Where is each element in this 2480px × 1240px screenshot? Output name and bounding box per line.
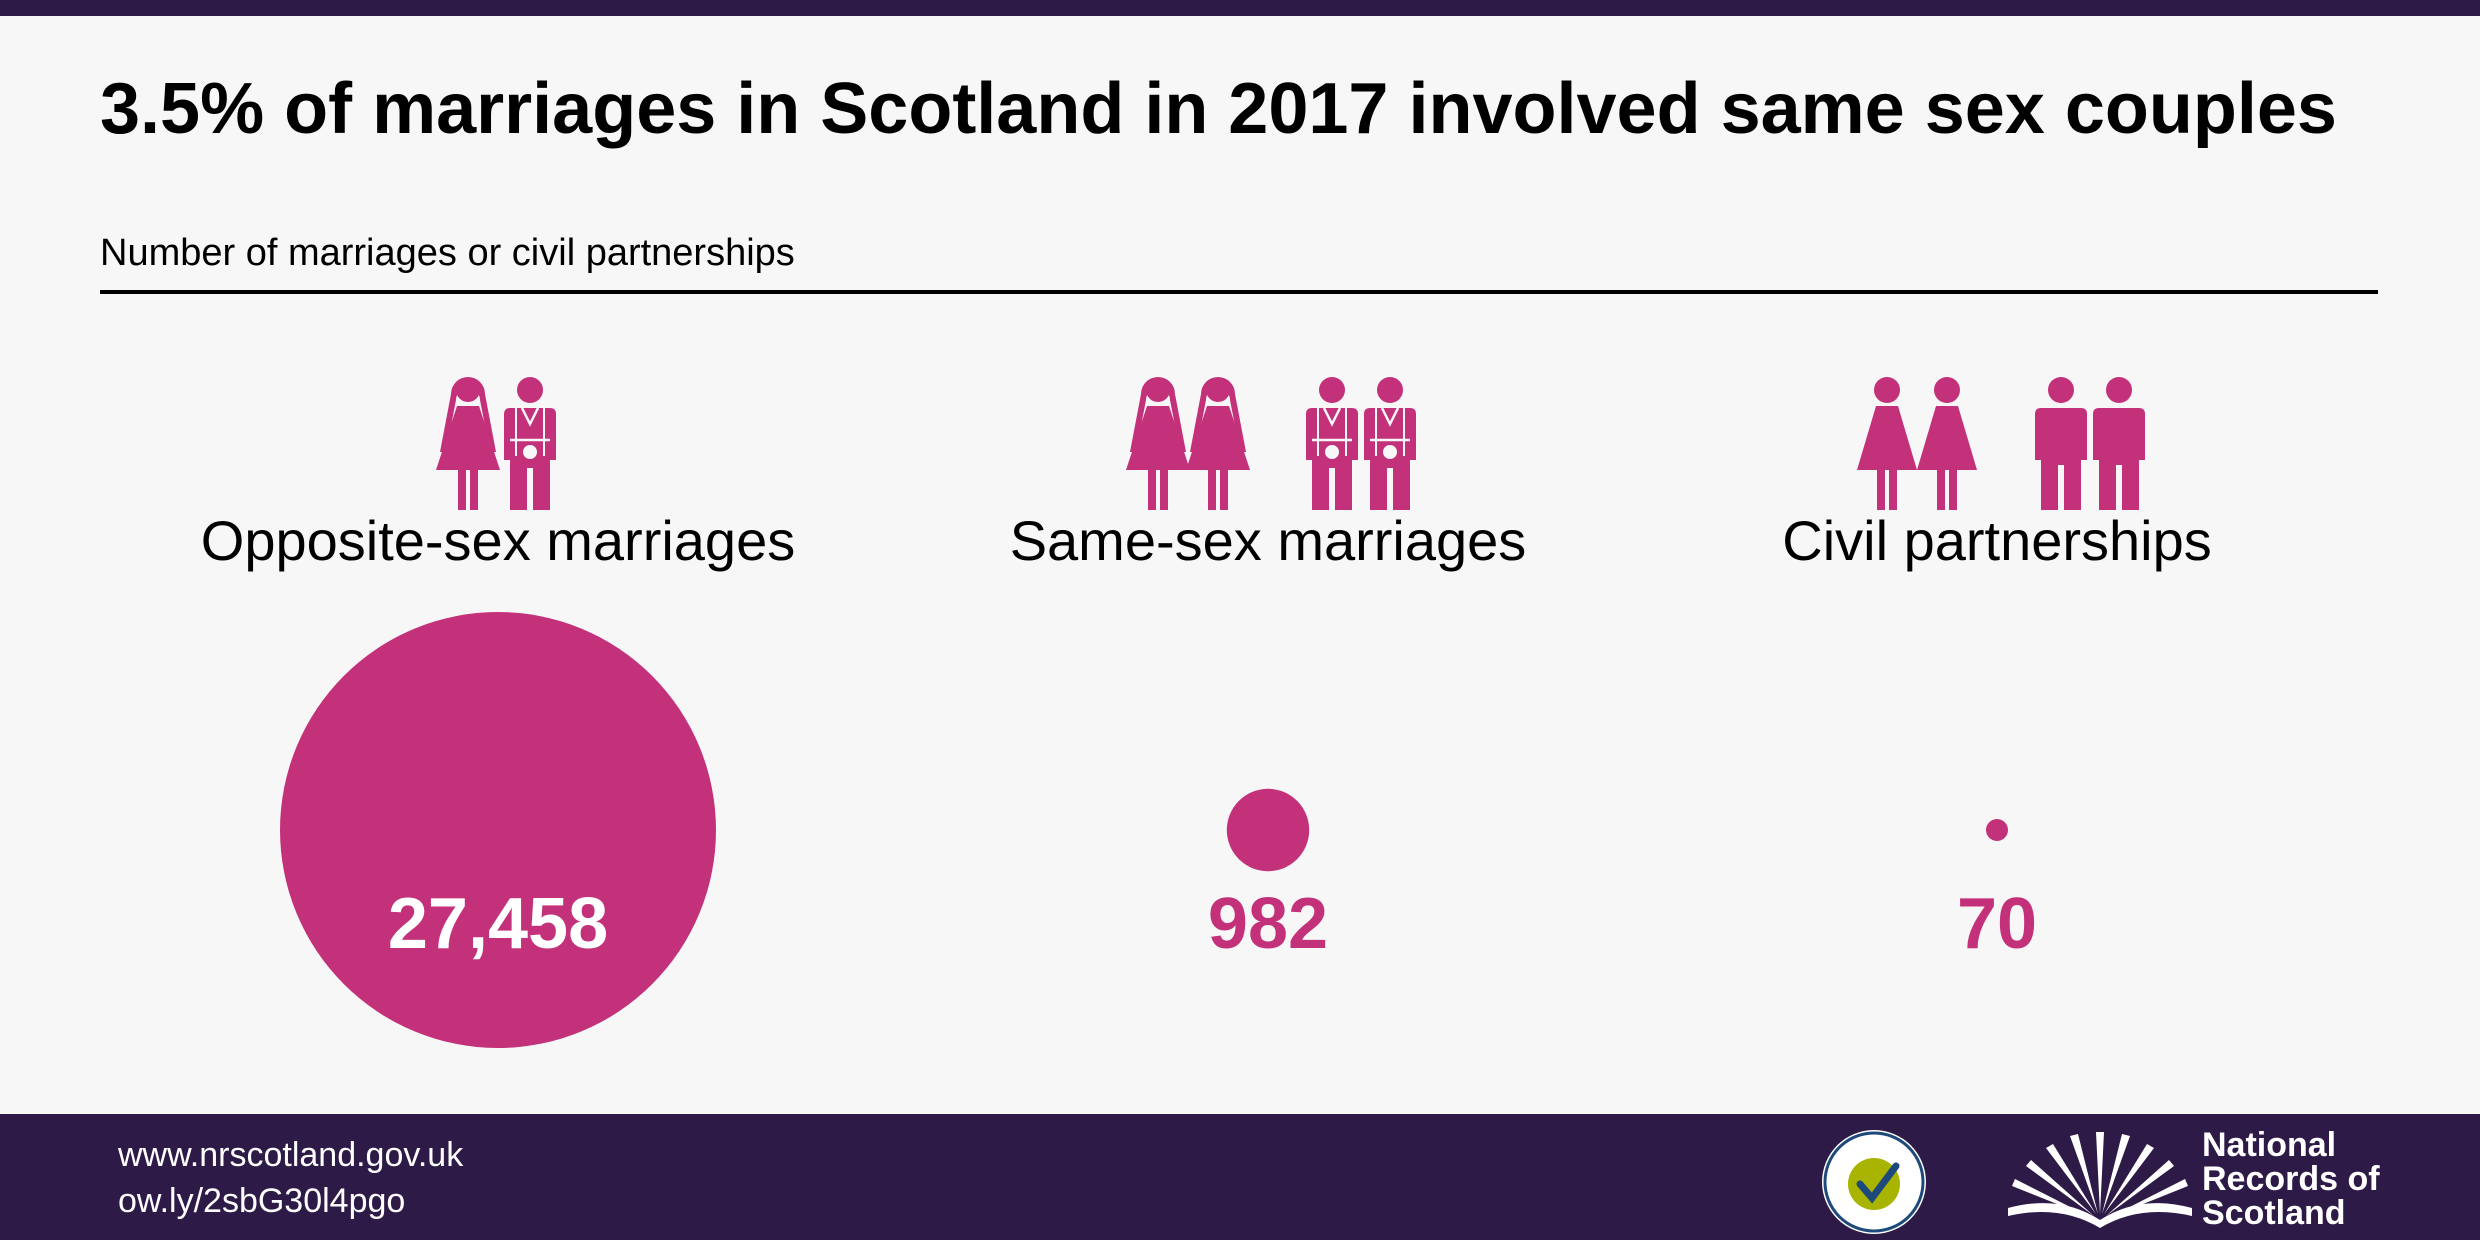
bubble-opposite-sex-marriages xyxy=(280,612,716,1048)
bubbles-layer xyxy=(280,612,2008,1048)
open-book-logo-icon xyxy=(2008,1132,2192,1228)
icon-same-sex xyxy=(1126,375,1418,512)
chart-subtitle: Number of marriages or civil partnership… xyxy=(100,232,795,274)
icon-opposite-sex xyxy=(436,375,558,512)
org-name-line: Scotland xyxy=(2202,1194,2346,1232)
bubble-same-sex-marriages xyxy=(1226,788,1310,872)
category-label-same-sex-marriages: Same-sex marriages xyxy=(1010,509,1527,572)
org-name-line: Records of xyxy=(2202,1160,2380,1198)
page-title: 3.5% of marriages in Scotland in 2017 in… xyxy=(100,69,2337,149)
icon-civil-partnership xyxy=(1857,377,2145,510)
footer-short-link[interactable]: ow.ly/2sbG30l4pgo xyxy=(118,1182,406,1220)
top-bar xyxy=(0,0,2480,16)
value-label-opposite-sex-marriages: 27,458 xyxy=(388,884,608,964)
value-label-civil-partnerships: 70 xyxy=(1957,884,2037,964)
bubble-civil-partnerships xyxy=(1986,819,2008,841)
category-label-opposite-sex-marriages: Opposite-sex marriages xyxy=(201,509,795,572)
bubble-chart: Opposite-sex marriages Same-sex marriages… xyxy=(201,375,2212,1048)
org-name-line: National xyxy=(2202,1126,2337,1164)
subtitle-divider xyxy=(100,290,2378,294)
national-statistics-badge-icon xyxy=(1822,1130,1926,1234)
footer-website-link[interactable]: www.nrscotland.gov.uk xyxy=(118,1136,464,1174)
organisation-name: National Records of Scotland xyxy=(2202,1128,2380,1230)
category-label-civil-partnerships: Civil partnerships xyxy=(1782,509,2212,572)
value-label-same-sex-marriages: 982 xyxy=(1208,884,1328,964)
labels-layer: Opposite-sex marriages Same-sex marriages… xyxy=(201,509,2212,964)
footer: www.nrscotland.gov.uk ow.ly/2sbG30l4pgo … xyxy=(0,1114,2480,1240)
